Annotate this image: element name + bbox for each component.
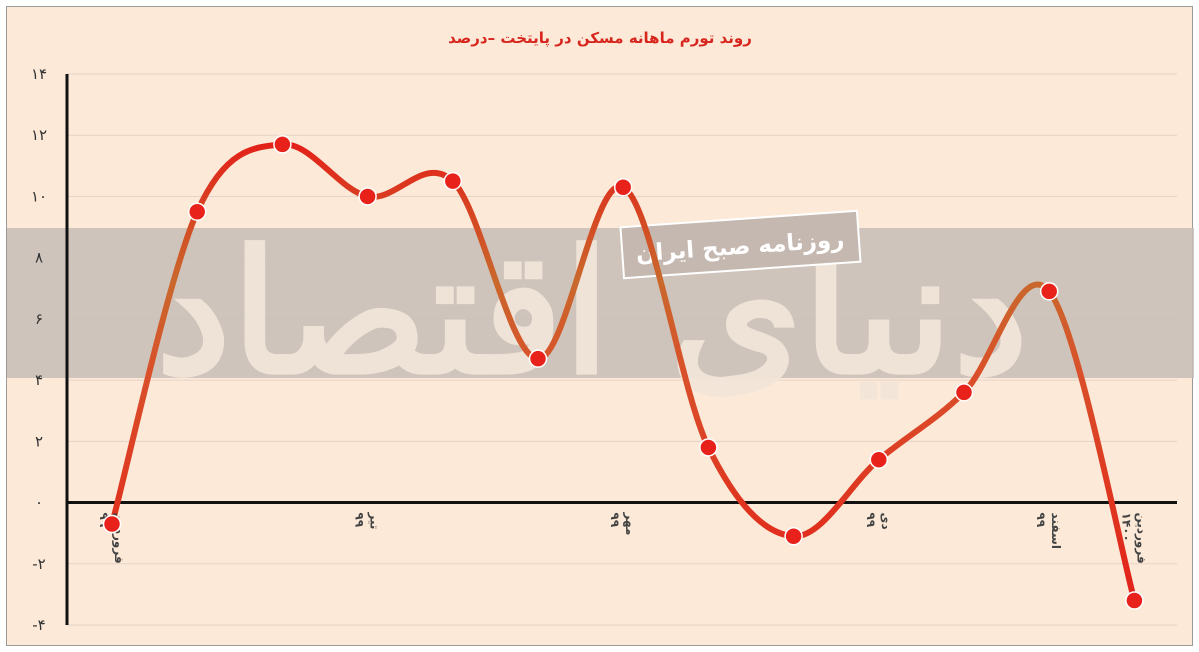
x-tick-label: مهر <box>623 512 637 536</box>
watermark-logo-text: دنیای اقتصاد <box>155 213 1028 413</box>
x-tick-label: تیر <box>368 512 382 530</box>
x-tick-label-year: ۹۹ <box>353 513 367 528</box>
data-markers <box>102 135 1144 610</box>
x-tick-label-year: ۹۹ <box>608 513 622 528</box>
y-tick-label: ۴ <box>35 371 43 389</box>
watermark-band <box>7 228 1194 378</box>
y-tick-label: -۲ <box>32 555 45 573</box>
data-point <box>784 526 803 546</box>
data-point <box>358 187 377 206</box>
y-axis-ticks: ۱۴ ۱۲ ۱۰ ۸ ۶ ۴ ۲ ۰ -۲ -۴ <box>31 65 47 634</box>
data-point <box>1125 591 1144 610</box>
data-point <box>273 135 292 154</box>
y-tick-label: ۲ <box>35 432 43 450</box>
x-tick-label-year: ۹۹ <box>1034 513 1048 528</box>
y-tick-label: ۶ <box>35 310 43 328</box>
x-tick-label: اسفند <box>1049 513 1063 549</box>
y-tick-label: ۰ <box>35 494 43 512</box>
data-point <box>954 383 974 402</box>
x-tick-label: دی <box>879 513 893 530</box>
chart-title: روند تورم ماهانه مسکن در پایتخت –درصد <box>448 29 752 48</box>
y-tick-label: ۱۰ <box>31 187 47 205</box>
y-tick-label: ۱۲ <box>31 126 47 144</box>
data-point <box>528 349 548 368</box>
watermark-label-box: روزنامه صبح ایران <box>619 209 862 280</box>
data-point <box>699 438 718 457</box>
x-tick-label: فروردین <box>1133 513 1148 564</box>
data-point <box>102 514 122 534</box>
data-point <box>869 450 889 469</box>
y-tick-label: ۸ <box>35 249 43 267</box>
chart-frame: دنیای اقتصاد روزنامه صبح ایران روند تورم… <box>6 6 1194 646</box>
watermark-logo: دنیای اقتصاد <box>155 213 1028 413</box>
data-point <box>1039 282 1059 301</box>
data-point <box>187 202 207 221</box>
x-axis-ticks: فروردین۹۹تیر۹۹مهر۹۹دی۹۹اسفند۹۹فروردین۱۴۰… <box>97 512 1148 564</box>
x-tick-label-year: ۹۹ <box>864 513 878 528</box>
data-point <box>613 178 633 197</box>
chart-svg: دنیای اقتصاد روزنامه صبح ایران روند تورم… <box>7 29 1194 634</box>
data-point <box>443 171 463 191</box>
x-tick-label-year: ۱۴۰۰ <box>1119 513 1133 542</box>
y-tick-label: ۱۴ <box>31 65 47 83</box>
y-tick-label: -۴ <box>32 616 45 634</box>
